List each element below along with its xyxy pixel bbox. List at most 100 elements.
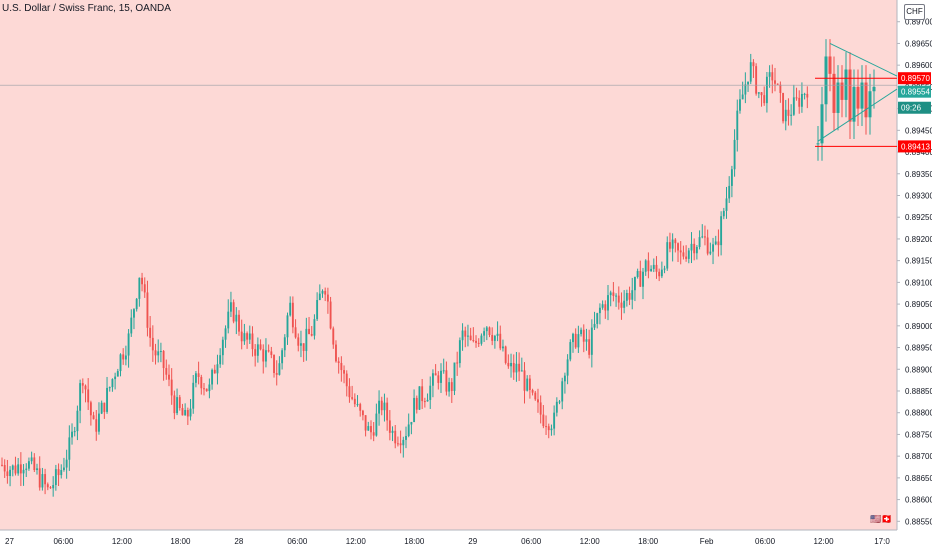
- x-tick-label: 12:00: [346, 537, 367, 546]
- candle-body: [211, 369, 214, 385]
- candle-body: [480, 335, 483, 344]
- candle-body: [730, 169, 733, 186]
- candle-body: [623, 300, 626, 308]
- candle-body: [262, 349, 265, 362]
- candle-body: [677, 243, 679, 251]
- candle-body: [722, 210, 725, 217]
- x-tick-label: 06:00: [755, 537, 776, 546]
- candle-body: [203, 388, 205, 390]
- candle-body: [270, 351, 273, 355]
- candle-body: [671, 239, 674, 249]
- candle-body: [779, 84, 782, 93]
- candle-body: [774, 80, 776, 84]
- candle-body: [733, 139, 736, 170]
- candle-body: [73, 431, 76, 433]
- candle-body: [690, 243, 693, 251]
- candle-body: [278, 363, 281, 375]
- symbol-title[interactable]: U.S. Dollar / Swiss Franc, 15, OANDA: [2, 3, 171, 14]
- candle-body: [596, 313, 599, 324]
- candle-body: [612, 292, 615, 296]
- candle-body: [343, 370, 345, 374]
- candle-body: [9, 469, 12, 477]
- candle-body: [81, 383, 84, 386]
- candle-body: [30, 457, 33, 462]
- candle-body: [308, 328, 310, 335]
- candle-body: [224, 328, 227, 340]
- support-price-tag-bg: [898, 140, 931, 153]
- candle-body: [54, 469, 57, 486]
- candle-body: [574, 333, 577, 348]
- candle-body: [79, 383, 82, 411]
- y-tick-label: 0.88650: [905, 474, 932, 483]
- candle-body: [329, 301, 332, 329]
- candle-body: [502, 346, 504, 349]
- candle-body: [534, 392, 537, 400]
- candle-body: [601, 304, 604, 308]
- candle-body: [598, 307, 601, 314]
- candle-body: [526, 378, 529, 391]
- candle-body: [151, 337, 154, 351]
- candle-body: [359, 404, 362, 411]
- candle-body: [189, 408, 192, 417]
- candle-body: [232, 302, 235, 322]
- candle-body: [458, 340, 461, 364]
- candle-body: [585, 339, 588, 342]
- candle-body: [582, 329, 585, 342]
- candle-body: [572, 333, 574, 343]
- current-price-tag-bg: [898, 85, 931, 98]
- candle-body: [44, 474, 47, 485]
- candle-body: [305, 328, 308, 351]
- candle-body: [135, 298, 138, 310]
- candle-body: [450, 382, 453, 391]
- candle-body: [429, 385, 432, 400]
- candle-body: [806, 93, 809, 98]
- candle-body: [537, 399, 539, 403]
- candle-body: [273, 354, 275, 374]
- candle-body: [493, 335, 496, 341]
- candle-body: [337, 361, 340, 363]
- candle-body: [267, 350, 270, 352]
- candle-body: [485, 327, 488, 332]
- candle-body: [227, 311, 230, 329]
- candle-body: [628, 292, 631, 300]
- candle-body: [558, 401, 561, 403]
- candle-body: [415, 397, 418, 410]
- candle-body: [186, 410, 189, 417]
- candle-body: [251, 333, 254, 350]
- y-tick-label: 0.89700: [905, 18, 932, 27]
- candle-body: [445, 370, 448, 392]
- y-tick-label: 0.88800: [905, 409, 932, 418]
- candle-body: [547, 426, 550, 431]
- x-tick-label: 17:0: [874, 537, 890, 546]
- currency-badge[interactable]: CHF: [904, 4, 925, 20]
- candle-body: [33, 457, 36, 471]
- candle-body: [550, 428, 553, 431]
- x-tick-label: 06:00: [521, 537, 542, 546]
- candle-body: [504, 346, 507, 363]
- y-tick-label: 0.89350: [905, 170, 932, 179]
- candle-body: [712, 244, 714, 252]
- candle-body: [87, 389, 90, 403]
- candle-body: [832, 73, 836, 113]
- candle-body: [488, 327, 491, 336]
- candle-body: [461, 330, 464, 341]
- candle-body: [604, 304, 607, 311]
- triangle-lower-line: [817, 88, 898, 142]
- candle-body: [372, 432, 375, 436]
- candle-body: [68, 437, 71, 460]
- x-tick-label: 12:00: [814, 537, 835, 546]
- candle-body: [717, 241, 720, 246]
- candle-body: [65, 459, 68, 468]
- y-tick-label: 0.89450: [905, 126, 932, 135]
- candle-body: [41, 474, 44, 488]
- candle-body: [122, 354, 125, 360]
- candle-body: [165, 368, 168, 375]
- countdown-tag: 09:26: [901, 104, 922, 113]
- candle-body: [205, 388, 208, 392]
- candle-body: [792, 97, 795, 115]
- y-tick-label: 0.88950: [905, 344, 932, 353]
- candle-body: [763, 95, 766, 104]
- candle-body: [71, 431, 73, 438]
- candle-body: [265, 350, 267, 362]
